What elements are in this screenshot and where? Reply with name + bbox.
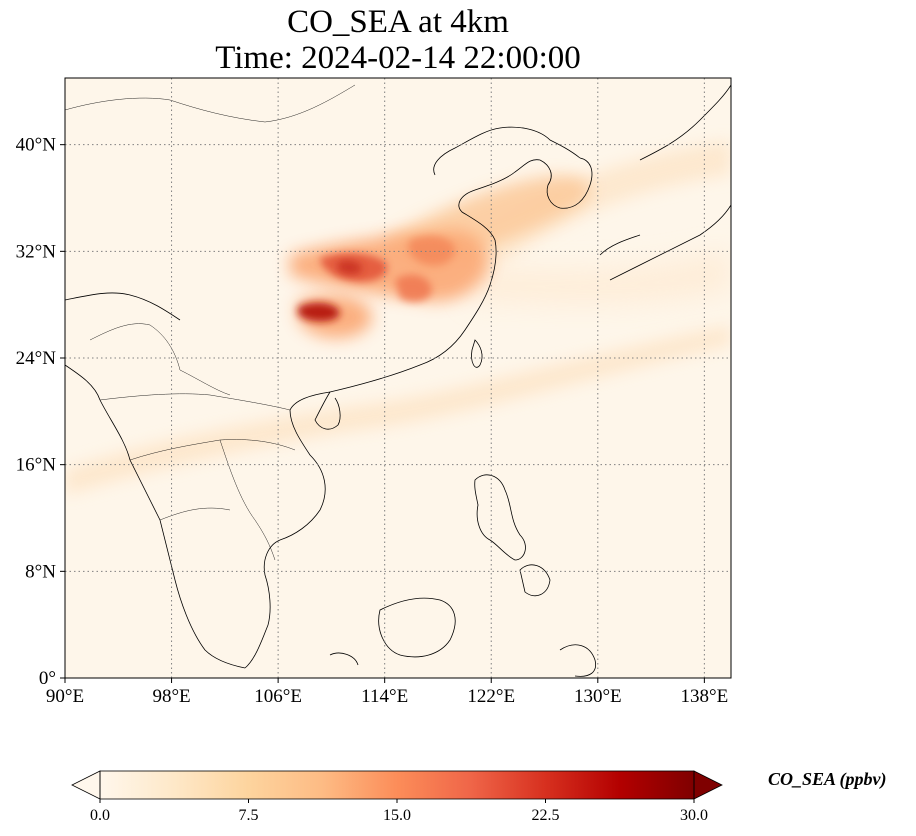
gridlines [65,78,731,678]
colorbar-tick-label: 0.0 [90,807,110,824]
colorbar-tick-label: 15.0 [383,807,411,824]
y-tick-label: 40°N [16,135,57,156]
colorbar-tick-label: 30.0 [680,807,708,824]
x-axis-ticks: 90°E 98°E 106°E 114°E 122°E 130°E 138°E [46,678,728,707]
x-tick-label: 114°E [361,686,408,707]
x-tick-label: 138°E [681,686,729,707]
colorbar-extend-min [71,770,101,800]
colorbar-tick-label: 7.5 [239,807,259,824]
y-tick-label: 8°N [25,561,56,582]
x-tick-label: 98°E [152,686,190,707]
x-tick-label: 90°E [46,686,84,707]
colorbar-extend-max [693,770,723,800]
colorbar-gradient [100,771,694,799]
y-tick-label: 24°N [16,348,57,369]
x-tick-label: 122°E [467,686,515,707]
map-title: CO_SEA at 4km [287,4,509,40]
colorbar: 0.0 7.5 15.0 22.5 30.0 [71,770,723,824]
y-axis-ticks: 0° 8°N 16°N 24°N 32°N 40°N [16,135,65,689]
co-concentration-field [65,140,731,495]
country-borders [65,84,356,561]
y-tick-label: 32°N [16,241,57,262]
y-tick-label: 16°N [16,455,57,476]
colorbar-tick-label: 22.5 [532,807,560,824]
map-subtitle: Time: 2024-02-14 22:00:00 [215,40,581,76]
map-frame [64,77,732,679]
colorbar-ticks: 0.0 7.5 15.0 22.5 30.0 [90,799,708,824]
colorbar-label: CO_SEA (ppbv) [768,769,887,789]
x-tick-label: 106°E [254,686,302,707]
map-panel [65,78,731,678]
y-tick-label: 0° [39,668,56,689]
x-tick-label: 130°E [574,686,622,707]
